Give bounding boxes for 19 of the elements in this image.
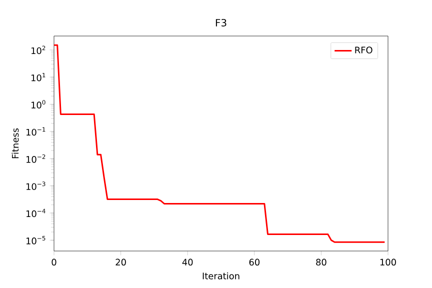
y-tick-label: 10$^{−4}$ [26,208,46,218]
x-tick-label: 40 [182,258,193,266]
x-axis-title: Iteration [202,272,240,280]
line-series [54,44,386,243]
x-tick-label: 80 [316,258,326,266]
x-tick-label: 20 [116,258,126,266]
chart-title: F3 [216,18,226,26]
y-tick-label: 10$^{1}$ [32,72,46,82]
legend-label: RFO [355,46,372,54]
y-tick-label: 10$^{−1}$ [26,127,46,136]
y-tick-label: 10$^{−2}$ [26,154,46,163]
x-tick-label: 100 [380,258,396,266]
x-tick-label: 60 [249,258,260,266]
y-tick-label: 10$^{−5}$ [26,236,46,244]
y-axis-title: Fitness [12,128,19,158]
y-tick-label: 10$^{−3}$ [26,182,46,190]
x-tick-label: 0 [52,258,56,266]
y-tick-label: 10$^{0}$ [32,100,46,108]
y-tick-label: 10$^{2}$ [32,46,46,54]
